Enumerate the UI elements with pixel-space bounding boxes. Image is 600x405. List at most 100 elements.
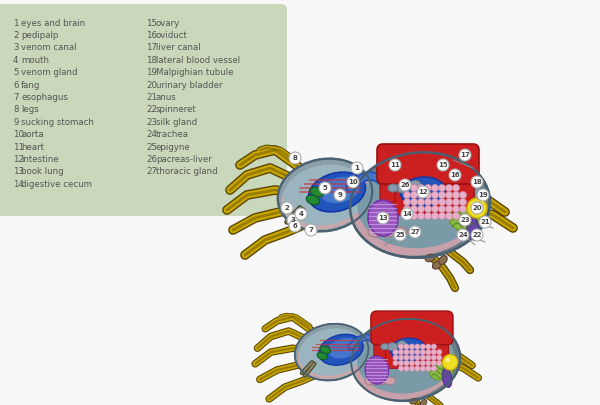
Circle shape (334, 189, 346, 201)
Circle shape (420, 355, 425, 360)
Text: eyes and brain: eyes and brain (21, 19, 85, 28)
Circle shape (431, 205, 439, 213)
Ellipse shape (393, 227, 407, 237)
Text: thoracic gland: thoracic gland (156, 167, 218, 177)
Circle shape (393, 350, 398, 355)
Circle shape (437, 159, 449, 171)
FancyBboxPatch shape (377, 144, 479, 184)
Text: trachea: trachea (156, 130, 189, 139)
Text: 4: 4 (299, 211, 304, 217)
Circle shape (347, 176, 359, 188)
Circle shape (404, 344, 409, 350)
Text: 1: 1 (13, 19, 19, 28)
Circle shape (418, 198, 425, 205)
FancyBboxPatch shape (0, 4, 287, 216)
Ellipse shape (375, 377, 386, 385)
Circle shape (389, 159, 401, 171)
Circle shape (431, 213, 439, 220)
Ellipse shape (425, 254, 435, 262)
Ellipse shape (351, 160, 483, 256)
Circle shape (399, 179, 411, 191)
Ellipse shape (396, 183, 410, 193)
Text: pacreas-liver: pacreas-liver (156, 155, 212, 164)
Circle shape (471, 176, 483, 188)
Circle shape (445, 358, 450, 362)
Circle shape (425, 360, 431, 366)
Text: legs: legs (21, 105, 39, 114)
Circle shape (393, 355, 398, 360)
Circle shape (417, 186, 429, 198)
Text: book lung: book lung (21, 167, 64, 177)
FancyBboxPatch shape (455, 183, 474, 215)
Text: 3: 3 (13, 43, 19, 52)
Text: 10: 10 (348, 179, 358, 185)
Circle shape (415, 360, 420, 366)
Text: 5: 5 (323, 185, 328, 191)
Circle shape (409, 350, 415, 355)
Text: 11: 11 (390, 162, 400, 168)
Text: heart: heart (21, 143, 44, 151)
Circle shape (477, 189, 489, 201)
FancyBboxPatch shape (380, 179, 399, 215)
Text: 22: 22 (146, 105, 157, 114)
Circle shape (401, 208, 413, 220)
Text: ovary: ovary (156, 19, 180, 28)
FancyBboxPatch shape (411, 173, 429, 211)
Circle shape (431, 185, 439, 192)
Circle shape (425, 198, 431, 205)
FancyBboxPatch shape (386, 334, 401, 365)
Text: venom canal: venom canal (21, 43, 77, 52)
Text: 25: 25 (395, 232, 405, 238)
Circle shape (410, 198, 418, 205)
Text: intestine: intestine (21, 155, 59, 164)
Circle shape (452, 192, 460, 198)
Circle shape (404, 366, 409, 371)
FancyBboxPatch shape (395, 174, 414, 215)
Text: 6: 6 (13, 81, 19, 90)
Circle shape (393, 360, 398, 366)
Text: 4: 4 (13, 56, 19, 65)
Ellipse shape (306, 195, 320, 205)
Text: 14: 14 (402, 211, 412, 217)
Circle shape (460, 192, 467, 198)
FancyBboxPatch shape (440, 177, 459, 215)
Ellipse shape (328, 338, 359, 358)
Ellipse shape (320, 346, 331, 354)
Circle shape (439, 205, 445, 213)
FancyBboxPatch shape (410, 171, 429, 215)
Circle shape (439, 192, 445, 198)
Circle shape (409, 226, 421, 238)
FancyBboxPatch shape (397, 333, 413, 369)
Text: venom gland: venom gland (21, 68, 77, 77)
Circle shape (418, 205, 425, 213)
FancyBboxPatch shape (371, 311, 453, 345)
Circle shape (398, 366, 404, 371)
Ellipse shape (310, 187, 324, 197)
Circle shape (377, 212, 389, 224)
Circle shape (452, 213, 460, 220)
Ellipse shape (320, 177, 359, 203)
Circle shape (418, 185, 425, 192)
Text: 26: 26 (400, 182, 410, 188)
Text: 6: 6 (293, 223, 298, 229)
FancyBboxPatch shape (374, 334, 390, 365)
Ellipse shape (319, 334, 363, 365)
Ellipse shape (365, 356, 389, 384)
Circle shape (457, 229, 469, 241)
FancyBboxPatch shape (409, 336, 425, 369)
Circle shape (431, 350, 437, 355)
Ellipse shape (352, 325, 455, 399)
Text: 17: 17 (146, 43, 157, 52)
Text: mouth: mouth (21, 56, 49, 65)
Circle shape (425, 350, 431, 355)
Ellipse shape (317, 352, 328, 360)
Circle shape (445, 205, 452, 213)
Circle shape (452, 185, 460, 192)
Circle shape (437, 360, 442, 366)
Ellipse shape (368, 200, 398, 236)
Ellipse shape (415, 403, 422, 405)
Circle shape (409, 344, 415, 350)
Circle shape (398, 350, 404, 355)
Text: epigyne: epigyne (156, 143, 191, 151)
Text: 22: 22 (472, 232, 482, 238)
